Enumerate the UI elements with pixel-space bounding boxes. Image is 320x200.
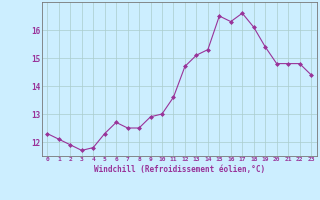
X-axis label: Windchill (Refroidissement éolien,°C): Windchill (Refroidissement éolien,°C)	[94, 165, 265, 174]
